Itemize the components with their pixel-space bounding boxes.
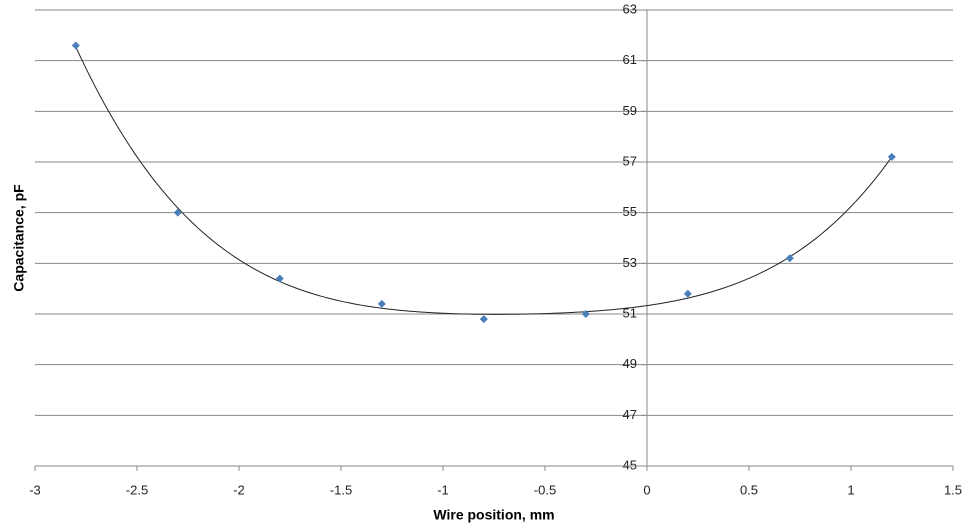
x-tick-label: -2.5 (126, 482, 148, 497)
x-tick-label: 0 (643, 482, 650, 497)
y-tick-label: 53 (623, 255, 637, 270)
y-tick-label: 49 (623, 356, 637, 371)
x-axis-title: Wire position, mm (433, 507, 554, 523)
trendline (75, 46, 893, 315)
data-point (275, 274, 284, 283)
y-tick-label: 45 (623, 457, 637, 472)
data-point (683, 289, 692, 298)
x-tick-label: 1 (847, 482, 854, 497)
x-tick-label: -1.5 (330, 482, 352, 497)
y-axis-title: Capacitance, pF (11, 184, 27, 292)
data-point (71, 41, 80, 50)
data-point (479, 315, 488, 324)
y-tick-label: 47 (623, 407, 637, 422)
x-tick-label: 0.5 (740, 482, 758, 497)
data-point (173, 208, 182, 217)
x-tick-label: -2 (233, 482, 245, 497)
x-tick-label: -0.5 (534, 482, 556, 497)
y-tick-label: 55 (623, 204, 637, 219)
data-point (887, 152, 896, 161)
y-tick-label: 59 (623, 103, 637, 118)
x-tick-label: -3 (29, 482, 41, 497)
x-tick-label: -1 (437, 482, 449, 497)
y-tick-label: 63 (623, 1, 637, 16)
data-point (785, 254, 794, 263)
y-tick-label: 61 (623, 52, 637, 67)
data-point (581, 310, 590, 318)
data-point (377, 299, 386, 308)
x-tick-label: 1.5 (944, 482, 962, 497)
y-tick-label: 57 (623, 153, 637, 168)
y-tick-label: 51 (623, 305, 637, 320)
